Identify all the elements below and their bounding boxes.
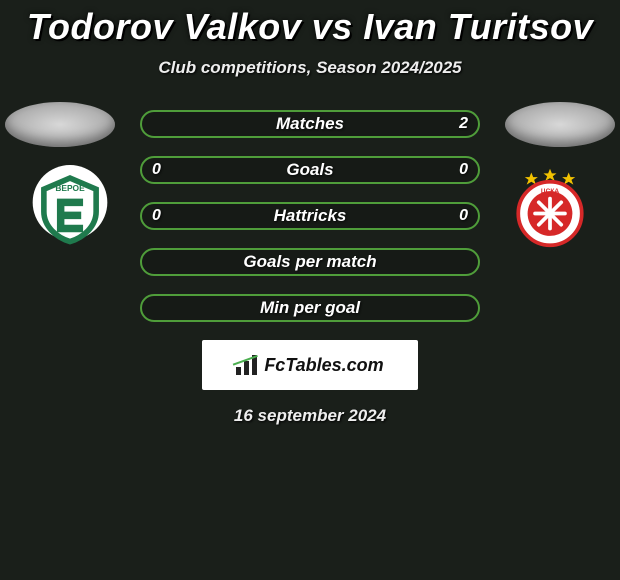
svg-text:BEPOE: BEPOE [55,183,85,193]
club-badge-right: ЦСКА [501,165,599,249]
comparison-card: Todorov Valkov vs Ivan Turitsov Club com… [0,0,620,580]
stat-label: Hattricks [274,206,347,226]
stat-label: Goals [286,160,333,180]
brand-badge[interactable]: FcTables.com [202,340,418,390]
stat-left-value: 0 [152,161,161,179]
page-title: Todorov Valkov vs Ivan Turitsov [0,6,620,48]
generated-date: 16 september 2024 [0,406,620,426]
club-badge-left: BEPOE [21,165,119,249]
chart-icon [236,355,258,375]
stat-right-value: 0 [459,161,468,179]
subtitle: Club competitions, Season 2024/2025 [0,58,620,78]
stat-right-value: 2 [459,115,468,133]
svg-text:ЦСКА: ЦСКА [541,188,559,195]
stat-row: 0 Goals 0 [140,156,480,184]
player-silhouette-right [505,102,615,147]
comparison-body: BEPOE ЦСКА [0,110,620,426]
stat-label: Min per goal [260,298,360,318]
stats-table: Matches 2 0 Goals 0 0 Hattricks 0 Goals … [140,110,480,322]
stat-label: Matches [276,114,344,134]
stat-label: Goals per match [243,252,376,272]
stat-left-value: 0 [152,207,161,225]
brand-text: FcTables.com [264,355,383,376]
stat-row: Matches 2 [140,110,480,138]
stat-row: Min per goal [140,294,480,322]
stat-right-value: 0 [459,207,468,225]
player-silhouette-left [5,102,115,147]
stat-row: Goals per match [140,248,480,276]
stat-row: 0 Hattricks 0 [140,202,480,230]
